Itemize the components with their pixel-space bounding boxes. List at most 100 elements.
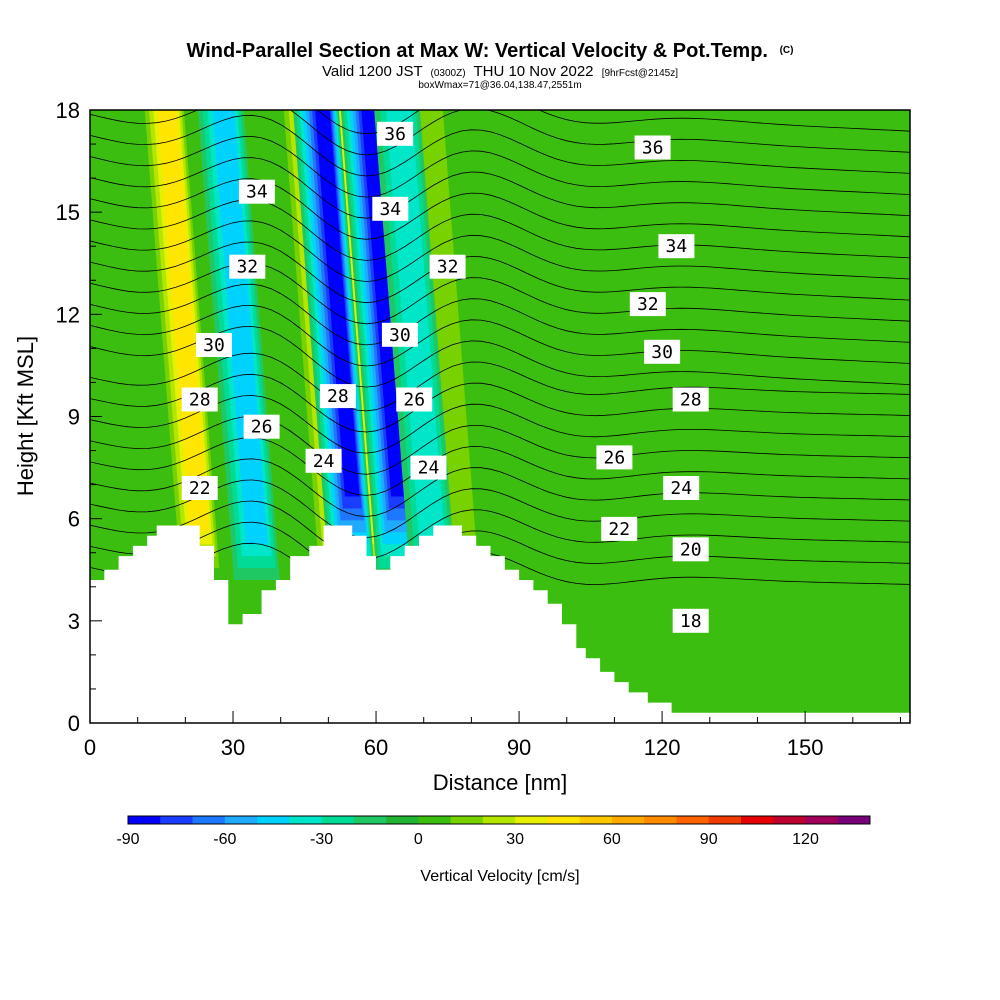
theta-label-text: 18 [680, 611, 702, 632]
theta-label-24: 24 [663, 476, 700, 500]
theta-contour [90, 110, 910, 156]
theta-label-30: 30 [644, 339, 681, 364]
theta-label-box [634, 135, 671, 160]
colorbar: -90 -60 -30 0 30 60 90 120 [116, 815, 871, 848]
theta-contour [90, 304, 910, 367]
theta-contour [90, 199, 910, 261]
theta-contour [90, 135, 910, 198]
theta-contour [90, 479, 910, 539]
colorbar-swatch [515, 816, 548, 824]
y-tick-label: 18 [56, 98, 80, 123]
theta-label-24: 24 [305, 448, 342, 473]
colorbar-tick-label: 60 [603, 831, 621, 848]
subtitle-utc: (0300Z) [431, 68, 466, 79]
colorbar-swatch [450, 816, 484, 824]
terrain [90, 525, 910, 723]
velocity-region [819, 450, 887, 655]
potential-temperature-contours [90, 110, 910, 602]
theta-label-text: 24 [670, 478, 692, 499]
subtitle-date: THU 10 Nov 2022 [473, 63, 593, 80]
theta-label-text: 34 [246, 182, 268, 203]
theta-contour [90, 283, 910, 346]
theta-contour [90, 262, 910, 325]
theta-label-36: 36 [377, 121, 414, 146]
theta-label-box [305, 448, 342, 473]
theta-label-text: 26 [251, 417, 273, 438]
theta-contour [90, 521, 910, 581]
theta-contour [90, 395, 910, 454]
subtitle-valid: Valid 1200 JST [322, 63, 422, 80]
y-tick-label: 6 [68, 507, 80, 532]
theta-label-box [396, 387, 433, 412]
x-tick-label: 0 [84, 735, 96, 760]
theta-label-box [181, 476, 218, 500]
theta-label-text: 22 [608, 519, 630, 540]
theta-contour [90, 373, 910, 433]
theta-label-32: 32 [229, 254, 266, 279]
theta-label-text: 28 [189, 390, 211, 411]
theta-label-box [319, 384, 356, 409]
theta-label-32: 32 [429, 254, 466, 279]
theta-label-28: 28 [319, 384, 356, 409]
theta-label-text: 20 [680, 539, 702, 560]
theta-label-box [238, 179, 275, 204]
theta-label-box [410, 455, 447, 480]
velocity-band [157, 110, 210, 533]
x-tick-label: 30 [221, 735, 245, 760]
theta-label-18: 18 [672, 608, 709, 633]
y-axis-label: Height [Kft MSL] [13, 336, 38, 496]
theta-label-32: 32 [629, 292, 666, 317]
colorbar-swatch [708, 816, 742, 824]
theta-label-text: 34 [379, 199, 401, 220]
y-tick-label: 15 [56, 200, 80, 225]
theta-label-box [629, 292, 666, 317]
y-tick-label: 3 [68, 609, 80, 634]
theta-contour [90, 326, 910, 388]
theta-label-text: 30 [203, 335, 225, 356]
colorbar-tick-label: 30 [506, 831, 524, 848]
colorbar-tick-label: -30 [310, 831, 333, 848]
theta-contour [90, 500, 910, 560]
subtitle-fcst: [9hrFcst@2145z] [602, 68, 679, 79]
colorbar-frame [127, 815, 871, 825]
subtitle-box: boxWmax=71@36.04,138.47,2551m [418, 80, 581, 91]
title-text: Wind-Parallel Section at Max W: Vertical… [187, 40, 768, 62]
colorbar-tick-label: -90 [116, 831, 139, 848]
y-tick-label: 12 [56, 302, 80, 327]
colorbar-swatch [547, 816, 581, 824]
theta-label-34: 34 [658, 234, 695, 259]
velocity-region [576, 246, 653, 485]
colorbar-swatch [353, 816, 387, 824]
theta-label-text: 28 [327, 386, 349, 407]
theta-label-30: 30 [381, 322, 418, 347]
x-tick-label: 150 [787, 735, 824, 760]
theta-label-box [372, 196, 409, 221]
theta-contour [90, 437, 910, 496]
theta-label-34: 34 [372, 196, 409, 221]
theta-label-text: 36 [642, 138, 664, 159]
theta-label-text: 28 [680, 390, 702, 411]
theta-label-box [672, 537, 709, 562]
theta-label-box [672, 387, 709, 412]
theta-label-box [229, 254, 266, 279]
theta-contour [90, 157, 910, 219]
theta-label-text: 34 [666, 236, 688, 257]
theta-label-box [429, 254, 466, 279]
theta-label-text: 32 [437, 257, 459, 278]
theta-label-34: 34 [238, 179, 275, 204]
colorbar-swatch [579, 816, 613, 824]
theta-label-22: 22 [601, 516, 638, 541]
x-tick-label: 90 [507, 735, 531, 760]
theta-label-box [181, 387, 218, 412]
colorbar-swatch [482, 816, 516, 824]
x-tick-label: 60 [364, 735, 388, 760]
y-tick-label: 9 [68, 405, 80, 430]
theta-label-30: 30 [196, 333, 232, 357]
y-tick-label: 0 [68, 711, 80, 736]
chart-title: Wind-Parallel Section at Max W: Vertical… [187, 40, 794, 91]
theta-label-text: 32 [637, 294, 659, 315]
theta-label-28: 28 [672, 387, 709, 412]
theta-contour [316, 110, 910, 135]
